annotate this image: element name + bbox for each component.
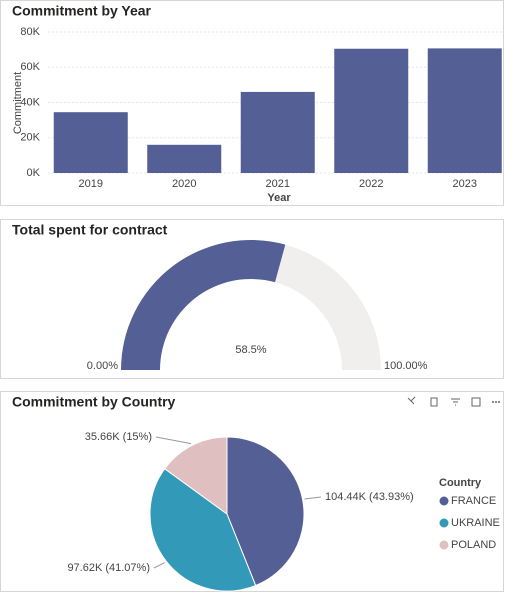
- bar: [147, 144, 222, 173]
- legend-marker: [439, 496, 449, 506]
- pin-icon[interactable]: [407, 396, 416, 405]
- visual-header-icons: [407, 396, 500, 407]
- y-tick-label: 0K: [27, 167, 41, 179]
- y-tick-label: 20K: [20, 132, 40, 144]
- leader-line: [304, 496, 322, 500]
- x-axis-title: Year: [267, 192, 291, 204]
- legend-label: UKRAINE: [451, 517, 500, 529]
- legend-label: FRANCE: [451, 495, 496, 507]
- bar: [427, 48, 502, 173]
- y-tick-label: 40K: [20, 96, 40, 108]
- pie-slice: [164, 436, 228, 515]
- legend-label: POLAND: [451, 539, 496, 551]
- chart-title: Total spent for contract: [12, 222, 168, 238]
- y-axis-title: Commitment: [12, 72, 24, 134]
- chart-title: Commitment by Year: [12, 3, 152, 19]
- x-tick-label: 2020: [172, 178, 196, 190]
- leader-line: [155, 436, 192, 445]
- filter-icon[interactable]: [451, 398, 460, 406]
- data-label: 104.44K (43.93%): [325, 491, 414, 503]
- legend-marker: [439, 540, 449, 550]
- gauge-value: 58.5%: [235, 344, 266, 356]
- x-tick-label: 2019: [79, 178, 103, 190]
- data-label: 35.66K (15%): [85, 431, 152, 443]
- y-tick-label: 80K: [20, 26, 40, 38]
- gauge-track: [275, 244, 381, 370]
- gauge-max-label: 100.00%: [384, 360, 428, 372]
- pie-slice: [149, 468, 257, 592]
- focus-icon[interactable]: [471, 397, 481, 407]
- gauge-min-label: 0.00%: [87, 360, 118, 372]
- x-tick-label: 2023: [453, 178, 477, 190]
- y-tick-label: 60K: [20, 61, 40, 73]
- leader-line: [153, 562, 165, 569]
- more-icon[interactable]: [492, 401, 500, 403]
- x-tick-label: 2021: [266, 178, 290, 190]
- bar: [334, 48, 409, 173]
- bar: [240, 91, 315, 173]
- bar: [53, 112, 128, 173]
- legend-marker: [439, 518, 449, 528]
- pie-slice: [226, 436, 305, 587]
- data-label: 97.62K (41.07%): [67, 562, 150, 574]
- gauge-fill: [121, 239, 286, 370]
- chart-title: Commitment by Country: [12, 394, 176, 410]
- x-tick-label: 2022: [359, 178, 383, 190]
- legend-title: Country: [439, 477, 482, 489]
- copy-icon[interactable]: [430, 397, 438, 407]
